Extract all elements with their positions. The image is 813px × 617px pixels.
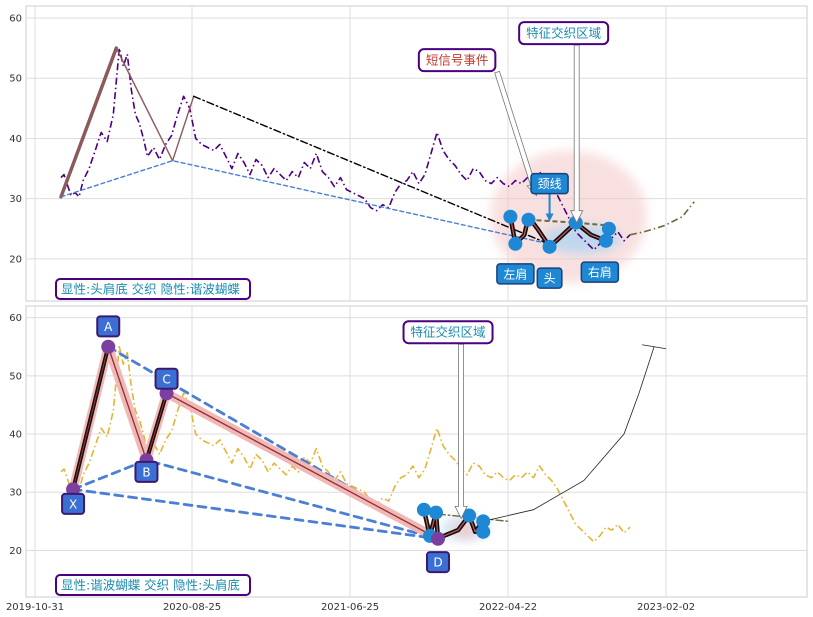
bottom-y-tick-label: 60 — [9, 313, 22, 324]
top-annotation-arrow — [570, 44, 584, 224]
top-pattern-point — [601, 221, 616, 236]
top-annotation-text: 特征交织区域 — [526, 26, 601, 41]
top-caption-box — [55, 278, 251, 300]
bottom-x-tick-label: 2022-04-22 — [479, 602, 537, 613]
bottom-harmonic-point — [101, 339, 116, 354]
top-highlight-zone — [543, 224, 620, 254]
top-pattern-label-box — [496, 263, 535, 285]
bottom-x-tick-label: 2021-06-25 — [321, 602, 379, 613]
bottom-pattern-point — [416, 502, 431, 517]
top-overlay-line — [192, 95, 550, 245]
top-annotation-text: 短信号事件 — [426, 53, 489, 68]
bottom-caption-box — [55, 574, 251, 596]
top-pattern-label: 左肩 — [503, 266, 527, 281]
top-y-tick-label: 30 — [9, 194, 22, 205]
bottom-overlay-line — [71, 487, 440, 541]
bottom-y-tick-label: 50 — [9, 371, 22, 382]
bottom-pattern-point — [428, 505, 443, 520]
top-y-tick-label: 60 — [9, 14, 22, 25]
bottom-y-tick-label: 40 — [9, 430, 22, 441]
bottom-projection-cap — [642, 344, 667, 350]
top-caption: 显性:头肩底 交织 隐性:谐波蝴蝶 — [61, 282, 240, 297]
bottom-annotation-box — [402, 320, 494, 345]
bottom-point-label-box — [154, 367, 179, 390]
bottom-x-tick-label: 2020-08-25 — [163, 602, 221, 613]
bottom-caption: 显性:谐波蝴蝶 交织 隐性:头肩底 — [61, 578, 240, 593]
bottom-x-tick-label: 2023-02-02 — [637, 602, 695, 613]
top-pattern-point — [503, 209, 518, 224]
top-pattern-label-box — [530, 172, 569, 195]
bottom-harmonic-point — [159, 386, 174, 401]
bottom-harmonic-point — [66, 482, 81, 497]
top-pattern-point — [568, 215, 583, 230]
bottom-point-label-box — [134, 460, 159, 483]
bottom-point-label: D — [433, 556, 442, 570]
top-plot-area — [25, 5, 808, 302]
bottom-harmonic-point — [430, 531, 445, 546]
top-pattern-point — [598, 233, 613, 248]
bottom-pattern-point — [476, 514, 491, 529]
bottom-annotation-arrow — [454, 343, 468, 520]
top-y-tick-label: 40 — [9, 134, 22, 145]
top-pattern-label: 头 — [544, 272, 556, 286]
top-pattern-point — [508, 236, 523, 251]
top-overlay-line — [60, 159, 550, 245]
bottom-x-tick-label: 2019-10-31 — [6, 602, 64, 613]
top-series-projection-line — [629, 201, 695, 236]
top-overlay-line — [115, 47, 195, 162]
bottom-point-label: A — [104, 320, 113, 334]
bottom-annotation-text: 特征交织区域 — [411, 325, 486, 340]
top-label-arrow-head — [545, 213, 554, 222]
bottom-plot-area — [25, 305, 808, 598]
top-pattern-label-box — [580, 261, 620, 283]
bottom-point-label-box — [61, 492, 86, 515]
top-highlight-zone — [490, 150, 648, 283]
bottom-y-tick-label: 30 — [9, 488, 22, 499]
bottom-projection-curve — [483, 346, 655, 522]
top-annotation-box — [518, 21, 610, 46]
bottom-point-label: B — [142, 465, 150, 479]
top-y-tick-label: 50 — [9, 74, 22, 85]
top-pattern-point — [542, 239, 557, 254]
bottom-pattern-point — [476, 524, 491, 539]
top-annotation-box — [417, 48, 497, 73]
bottom-point-label: X — [69, 497, 77, 511]
bottom-point-label: C — [162, 372, 170, 386]
top-overlay-line — [59, 46, 119, 199]
top-pattern-point — [521, 212, 536, 227]
top-pattern-label: 颈线 — [538, 177, 562, 191]
top-pattern-label: 右肩 — [588, 265, 612, 280]
bottom-point-label-box — [425, 551, 450, 574]
bottom-point-label-box — [96, 315, 121, 338]
top-y-tick-label: 20 — [9, 254, 22, 265]
bottom-pattern-point — [462, 508, 477, 523]
bottom-y-tick-label: 20 — [9, 546, 22, 557]
bottom-panel: 20 30 40 50 60 2019-10-31 2020-08-25 2021-06-25… — [6, 305, 808, 613]
top-pattern-label-box — [536, 267, 563, 289]
